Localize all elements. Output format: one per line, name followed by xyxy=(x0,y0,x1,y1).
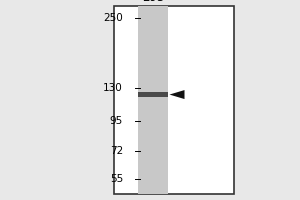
Text: 250: 250 xyxy=(103,13,123,23)
Text: 130: 130 xyxy=(103,83,123,93)
FancyBboxPatch shape xyxy=(138,6,168,194)
Text: 95: 95 xyxy=(110,116,123,126)
Text: 55: 55 xyxy=(110,174,123,184)
FancyBboxPatch shape xyxy=(138,92,168,97)
Text: 72: 72 xyxy=(110,146,123,156)
Text: 293: 293 xyxy=(142,0,164,4)
Polygon shape xyxy=(169,90,184,99)
FancyBboxPatch shape xyxy=(114,6,234,194)
